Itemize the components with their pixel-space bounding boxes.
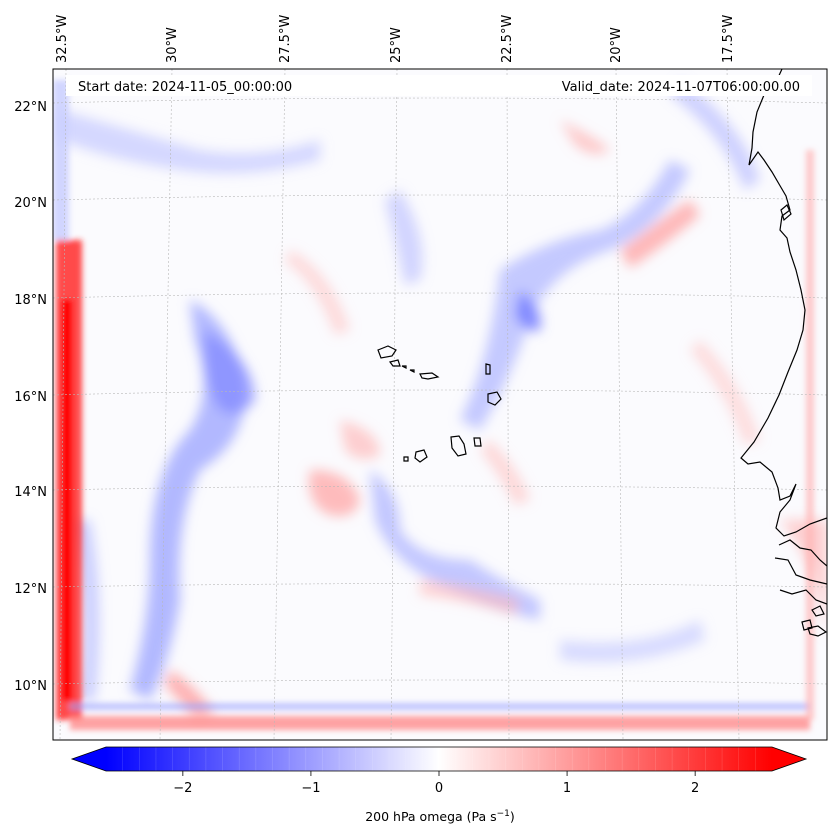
red-streak-4 [480,440,530,505]
blue-streak-sw [70,520,99,700]
coast-gambia [778,539,827,567]
colorbar-tick-label: −2 [173,781,192,796]
blue-band-north [60,110,320,174]
island-santo-antao [377,345,397,359]
lat-label-16n: 16°N [14,390,47,405]
blue-band-central [460,160,690,430]
island-brava [403,456,409,462]
lon-label-22-5w: 22.5°W [500,15,515,63]
lat-label-18n: 18°N [14,293,47,308]
colorbar-gradient [106,747,772,771]
blue-streak-coast [670,80,760,190]
latitude-labels: 22°N 20°N 18°N 16°N 14°N 12°N 10°N [14,100,47,694]
valid-date-label: Valid_date: 2024-11-07T06:00:00.00 [562,80,800,95]
red-strip-south [70,716,810,730]
red-core-west [62,300,72,700]
lat-label-10n: 10°N [14,679,47,694]
lon-label-25w: 25°W [389,27,404,63]
colorbar-label: 200 hPa omega (Pa s−1) [365,809,515,824]
blue-band-south [370,470,540,620]
colorbar-tick-label: 0 [435,781,443,796]
colorbar-tick-label: 1 [563,781,571,796]
lon-label-32-5w: 32.5°W [55,15,70,63]
lon-label-20w: 20°W [609,27,624,63]
colorbar-level-lines [122,747,756,771]
cape-verde-islands [377,345,502,463]
longitude-labels: 32.5°W 30°W 27.5°W 25°W 22.5°W 20°W 17.5… [55,15,736,63]
omega-field [53,69,827,740]
start-date-label: Start date: 2024-11-05_00:00:00 [78,80,292,95]
island-santa-luzia [401,365,407,369]
red-patch-1 [309,470,360,516]
coast-islet-1 [811,605,825,617]
blue-streak-se [560,620,705,663]
lon-label-17-5w: 17.5°W [721,15,736,63]
colorbar-extend-high [772,747,806,771]
colorbar-label-main: 200 hPa omega (Pa s [365,809,496,824]
lon-label-30w: 30°W [165,27,180,63]
colorbar-outline [70,746,808,772]
coast-guinea [779,589,827,605]
island-sao-nicolau [419,372,440,380]
blue-core-central [515,290,541,331]
lat-label-20n: 20°N [14,196,47,211]
red-streak-2 [285,250,350,335]
blue-strip-south [70,703,810,710]
blue-streak-1 [385,190,423,285]
lon-label-27-5w: 27.5°W [278,15,293,63]
coast-mauritania-senegal [740,69,827,537]
island-islets [409,369,415,373]
red-strip-east [806,150,814,720]
island-sal [485,363,491,375]
field-patches [60,80,827,720]
island-boa-vista [487,391,502,406]
date-banner [66,75,812,96]
island-santiago [450,435,467,457]
coast-islet-3 [807,625,827,637]
colorbar-label-close: ) [510,809,515,824]
blue-core-west [204,330,255,414]
red-patch-3 [560,120,610,154]
blue-strip-nw [53,80,69,240]
island-sao-vicente [388,359,401,367]
red-patch-east [780,520,827,640]
colorbar-label-exponent: −1 [497,809,510,819]
coast-cap-blanc [780,204,792,222]
red-patch-2 [340,420,380,459]
field-boundary [53,80,814,730]
colorbar-ticks: −2 −1 0 1 2 [173,771,699,796]
colorbar-tick-label: 2 [691,781,699,796]
red-streak-ne [620,200,700,268]
map-frame [52,68,828,741]
colorbar-extend-low [72,747,106,771]
lat-label-12n: 12°N [14,582,47,597]
colorbar: −2 −1 0 1 2 200 hPa omega (Pa s−1) [70,746,808,824]
coast-islet-2 [801,619,813,631]
coast-guinea-bissau [774,557,827,585]
island-maio [473,437,482,447]
africa-coastline [740,69,827,637]
red-streak-s [420,580,520,615]
lat-label-14n: 14°N [14,485,47,500]
island-fogo [414,449,428,463]
lat-label-22n: 22°N [14,100,47,115]
colorbar-tick-label: −1 [301,781,320,796]
